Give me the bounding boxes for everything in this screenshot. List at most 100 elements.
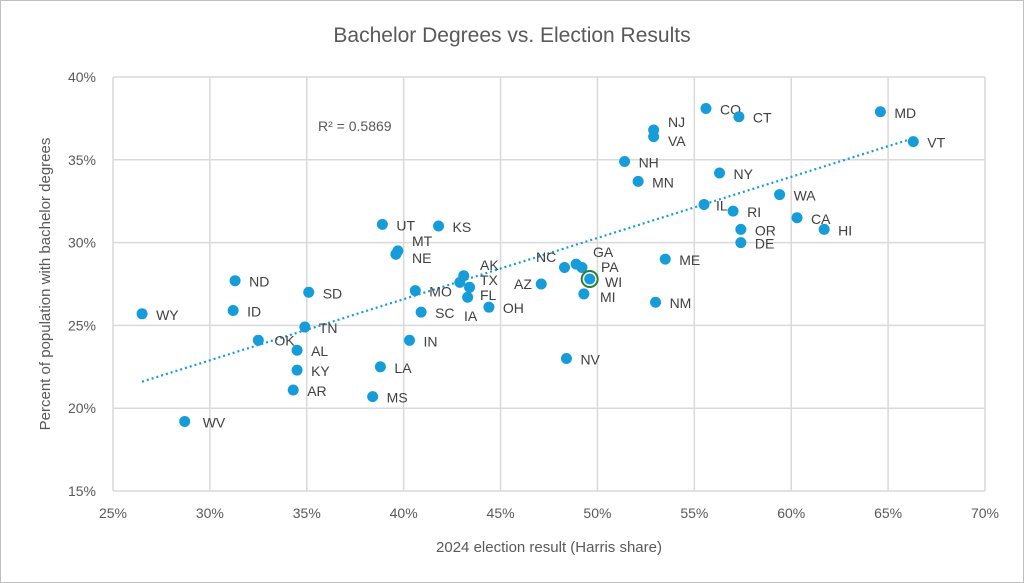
x-tick-label: 30% <box>196 505 224 521</box>
x-tick-label: 45% <box>487 505 515 521</box>
data-point-ut <box>376 218 388 230</box>
point-label: GA <box>593 244 614 260</box>
data-point-ms <box>367 391 379 403</box>
data-point-de <box>735 237 747 249</box>
chart-title: Bachelor Degrees vs. Election Results <box>333 24 690 47</box>
point-label: NV <box>580 352 600 368</box>
point-label: ND <box>249 274 269 290</box>
point-label: MS <box>387 390 408 406</box>
x-tick-label: 50% <box>583 505 611 521</box>
data-point-il <box>698 199 710 211</box>
data-point-ok <box>252 334 264 346</box>
x-tick-label: 60% <box>777 505 805 521</box>
point-label: DE <box>755 236 774 252</box>
data-point-md <box>874 106 886 118</box>
x-tick-label: 65% <box>874 505 902 521</box>
point-label: KS <box>453 219 472 235</box>
point-label: VA <box>668 133 686 149</box>
data-point-vt <box>907 136 919 148</box>
data-point-wi <box>584 273 596 285</box>
y-tick-label: 15% <box>68 483 96 499</box>
point-label: SD <box>323 285 342 301</box>
data-point-ky <box>291 364 303 376</box>
data-point-sd <box>303 286 315 298</box>
y-tick-label: 30% <box>68 235 96 251</box>
data-point-nd <box>229 275 241 287</box>
data-point-wy <box>136 308 148 320</box>
data-point-ne <box>390 248 402 260</box>
point-label: NJ <box>668 114 685 130</box>
y-axis-label: Percent of population with bachelor degr… <box>37 138 54 431</box>
y-tick-label: 40% <box>68 69 96 85</box>
data-point-nc <box>559 261 571 273</box>
data-point-oh <box>483 301 495 313</box>
point-label: OK <box>274 332 295 348</box>
point-label: WY <box>156 307 179 323</box>
x-tick-label: 35% <box>293 505 321 521</box>
data-point-al <box>291 344 303 356</box>
data-point-tx <box>454 276 466 288</box>
point-label: NY <box>734 166 754 182</box>
data-point-la <box>374 361 386 373</box>
point-label: MN <box>652 174 674 190</box>
data-point-ar <box>287 384 299 396</box>
point-label: UT <box>396 217 415 233</box>
y-tick-label: 25% <box>68 317 96 333</box>
point-label: OR <box>755 222 776 238</box>
point-label: MT <box>412 233 433 249</box>
point-label: KY <box>311 363 330 379</box>
data-point-nv <box>560 353 572 365</box>
point-label: RI <box>747 204 761 220</box>
data-point-ny <box>714 167 726 179</box>
point-label: HI <box>838 222 852 238</box>
point-label: IL <box>716 198 728 214</box>
point-label: NE <box>412 250 431 266</box>
point-label: SC <box>435 305 454 321</box>
point-label: LA <box>394 360 412 376</box>
data-point-co <box>700 102 712 114</box>
data-point-fl <box>464 281 476 293</box>
data-point-ks <box>433 220 445 232</box>
point-label: WV <box>203 414 226 430</box>
point-label: NC <box>536 249 556 265</box>
data-point-mi <box>578 288 590 300</box>
data-point-id <box>227 304 239 316</box>
tick-labels: 25% 30% 35% 40% 45% 50% 55% 60% 65% 70% 15% 20% 25% 3… <box>68 69 999 521</box>
gridlines <box>112 76 986 492</box>
y-tick-label: 20% <box>68 400 96 416</box>
y-tick-label: 35% <box>68 152 96 168</box>
point-label: MO <box>429 284 452 300</box>
data-point-ca <box>791 212 803 224</box>
r-squared-label: R² = 0.5869 <box>318 118 392 134</box>
point-label: IA <box>464 308 478 324</box>
x-tick-label: 55% <box>680 505 708 521</box>
data-point-mo <box>409 285 421 297</box>
data-point-va <box>648 131 660 143</box>
point-label: MI <box>600 289 616 305</box>
point-label: TN <box>319 320 338 336</box>
data-point-ct <box>733 111 745 123</box>
point-label: MD <box>894 105 916 121</box>
data-point-ia <box>462 291 474 303</box>
data-point-me <box>659 253 671 265</box>
data-point-nm <box>650 296 662 308</box>
point-label: AR <box>307 383 326 399</box>
point-label: ID <box>247 303 261 319</box>
data-point-ri <box>727 205 739 217</box>
point-label: WI <box>605 274 622 290</box>
x-axis-label: 2024 election result (Harris share) <box>436 539 662 556</box>
point-label: PA <box>601 259 619 275</box>
data-point-az <box>535 278 547 290</box>
point-label: WA <box>794 188 817 204</box>
point-label: TX <box>480 272 499 288</box>
point-label: FL <box>480 287 497 303</box>
data-point-mn <box>632 175 644 187</box>
point-label: AZ <box>514 276 532 292</box>
point-label: VT <box>927 135 945 151</box>
data-point-in <box>403 334 415 346</box>
x-tick-label: 40% <box>390 505 418 521</box>
point-label: IN <box>423 333 437 349</box>
